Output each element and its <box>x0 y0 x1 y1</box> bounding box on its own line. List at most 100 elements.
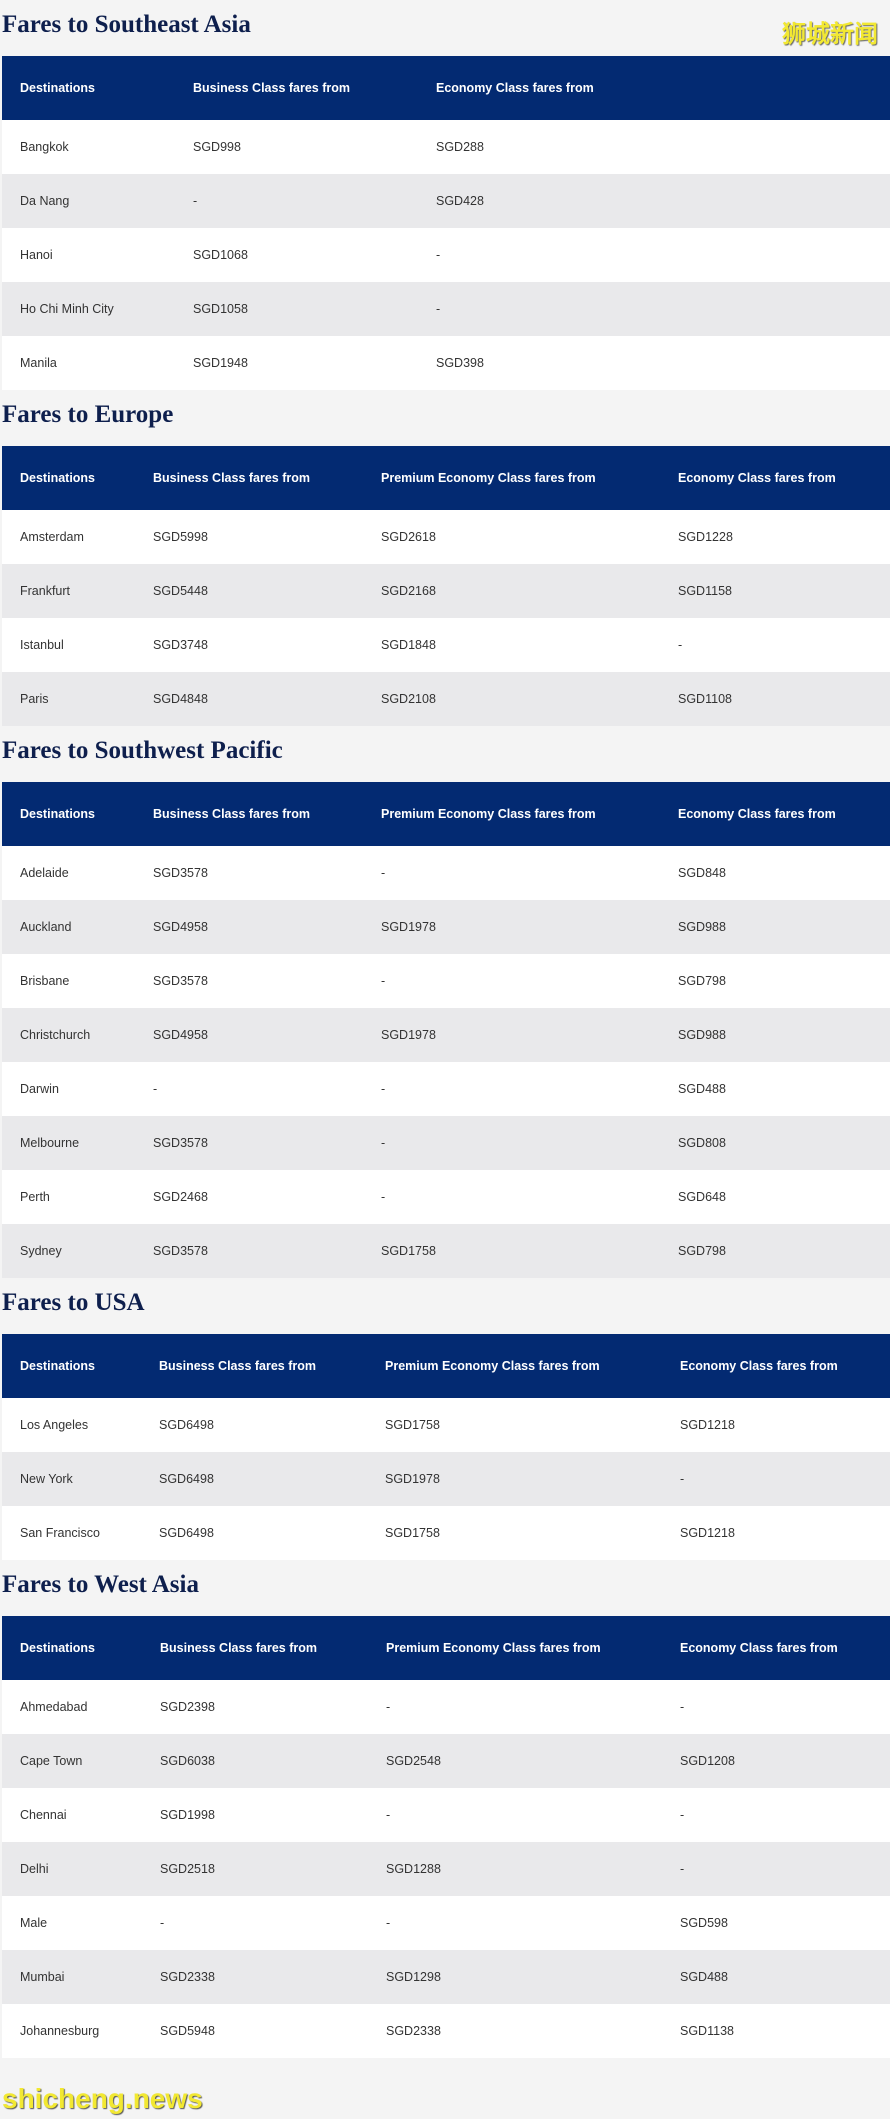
column-header-premium-economy: Premium Economy Class fares from <box>386 1641 601 1655</box>
fare-link[interactable]: SGD6498 <box>159 1526 214 1540</box>
column-header-business: Business Class fares from <box>159 1359 317 1373</box>
fare-link[interactable]: SGD488 <box>678 1082 726 1096</box>
fare-link[interactable]: SGD3578 <box>153 1136 208 1150</box>
destination-cell: Perth <box>20 1190 50 1204</box>
fare-link[interactable]: SGD288 <box>436 140 484 154</box>
fare-link[interactable]: SGD1978 <box>385 1472 440 1486</box>
fare-link[interactable]: SGD5448 <box>153 584 208 598</box>
fare-link[interactable]: SGD1758 <box>385 1418 440 1432</box>
fare-link[interactable]: SGD3578 <box>153 974 208 988</box>
fare-link[interactable]: SGD988 <box>678 1028 726 1042</box>
destination-cell: Mumbai <box>20 1970 65 1984</box>
fare-link[interactable]: SGD1978 <box>381 920 436 934</box>
fare-link[interactable]: SGD648 <box>678 1190 726 1204</box>
fare-link[interactable]: SGD798 <box>678 1244 726 1258</box>
fare-link[interactable]: SGD2398 <box>160 1700 215 1714</box>
section-europe: Fares to Europe Destinations Business Cl… <box>0 390 890 726</box>
destination-cell: Auckland <box>20 920 72 934</box>
fare-link[interactable]: SGD2548 <box>386 1754 441 1768</box>
fare-link[interactable]: SGD2168 <box>381 584 436 598</box>
fare-link[interactable]: SGD6038 <box>160 1754 215 1768</box>
fare-link[interactable]: SGD1758 <box>381 1244 436 1258</box>
fare-link[interactable]: SGD1848 <box>381 638 436 652</box>
fare-link[interactable]: SGD1158 <box>678 584 732 598</box>
section-southwest-pacific: Fares to Southwest Pacific Destinations … <box>0 726 890 1278</box>
fare-link[interactable]: SGD1208 <box>680 1754 735 1768</box>
fare-link[interactable]: SGD1058 <box>193 302 248 316</box>
fare-link[interactable]: SGD988 <box>678 920 726 934</box>
fare-link[interactable]: SGD428 <box>436 194 484 208</box>
table-row: Chennai SGD1998 - - <box>2 1788 890 1842</box>
column-header-economy: Economy Class fares from <box>680 1641 838 1655</box>
no-fare-cell: - <box>436 302 441 316</box>
fare-link[interactable]: SGD5948 <box>160 2024 215 2038</box>
no-fare-cell: - <box>381 1082 386 1096</box>
fare-link[interactable]: SGD1108 <box>678 692 732 706</box>
table-row: Auckland SGD4958 SGD1978 SGD988 <box>2 900 890 954</box>
fare-link[interactable]: SGD2618 <box>381 530 436 544</box>
fare-link[interactable]: SGD488 <box>680 1970 728 1984</box>
destination-cell: Ahmedabad <box>20 1700 88 1714</box>
fare-link[interactable]: SGD1228 <box>678 530 733 544</box>
fare-link[interactable]: SGD2108 <box>381 692 436 706</box>
fare-link[interactable]: SGD3748 <box>153 638 208 652</box>
fare-link[interactable]: SGD6498 <box>159 1418 214 1432</box>
fare-link[interactable]: SGD5998 <box>153 530 208 544</box>
table-row: Male - - SGD598 <box>2 1896 890 1950</box>
fare-link[interactable]: SGD848 <box>678 866 726 880</box>
fare-link[interactable]: SGD1298 <box>386 1970 441 1984</box>
fare-link[interactable]: SGD1948 <box>193 356 248 370</box>
fare-link[interactable]: SGD6498 <box>159 1472 214 1486</box>
column-header-destinations: Destinations <box>20 81 96 95</box>
fare-link[interactable]: SGD1218 <box>680 1418 735 1432</box>
table-row: Johannesburg SGD5948 SGD2338 SGD1138 <box>2 2004 890 2058</box>
fare-link[interactable]: SGD1998 <box>160 1808 215 1822</box>
fare-link[interactable]: SGD1758 <box>385 1526 440 1540</box>
section-southeast-asia: Fares to Southeast Asia Destinations Bus… <box>0 0 890 390</box>
column-header-economy: Economy Class fares from <box>436 81 594 95</box>
table-row: Da Nang - SGD428 <box>2 174 890 228</box>
fare-link[interactable]: SGD808 <box>678 1136 726 1150</box>
destination-cell: Male <box>20 1916 48 1930</box>
table-row: Adelaide SGD3578 - SGD848 <box>2 846 890 900</box>
destination-cell: Ho Chi Minh City <box>20 302 114 316</box>
fare-link[interactable]: SGD2468 <box>153 1190 208 1204</box>
fare-link[interactable]: SGD1218 <box>680 1526 735 1540</box>
destination-cell: Amsterdam <box>20 530 84 544</box>
fare-link[interactable]: SGD4958 <box>153 1028 208 1042</box>
fare-link[interactable]: SGD3578 <box>153 866 208 880</box>
destination-cell: Paris <box>20 692 49 706</box>
fare-link[interactable]: SGD2338 <box>160 1970 215 1984</box>
table-row: Perth SGD2468 - SGD648 <box>2 1170 890 1224</box>
fare-link[interactable]: SGD398 <box>436 356 484 370</box>
fares-page: Fares to Southeast Asia Destinations Bus… <box>0 0 890 2058</box>
fare-link[interactable]: SGD3578 <box>153 1244 208 1258</box>
destination-cell: Melbourne <box>20 1136 80 1150</box>
fare-link[interactable]: SGD2518 <box>160 1862 215 1876</box>
fare-link[interactable]: SGD2338 <box>386 2024 441 2038</box>
fares-table: Destinations Business Class fares from P… <box>2 1616 890 2058</box>
no-fare-cell: - <box>386 1916 391 1930</box>
fare-link[interactable]: SGD1068 <box>193 248 248 262</box>
fare-link[interactable]: SGD1978 <box>381 1028 436 1042</box>
section-title: Fares to Europe <box>0 390 890 446</box>
table-row: Paris SGD4848 SGD2108 SGD1108 <box>2 672 890 726</box>
no-fare-cell: - <box>381 974 386 988</box>
table-row: Los Angeles SGD6498 SGD1758 SGD1218 <box>2 1398 890 1452</box>
column-header-economy: Economy Class fares from <box>678 471 836 485</box>
fare-link[interactable]: SGD598 <box>680 1916 728 1930</box>
table-row: Delhi SGD2518 SGD1288 - <box>2 1842 890 1896</box>
column-header-destinations: Destinations <box>20 1359 96 1373</box>
destination-cell: Delhi <box>20 1862 49 1876</box>
fare-link[interactable]: SGD1288 <box>386 1862 441 1876</box>
table-row: Sydney SGD3578 SGD1758 SGD798 <box>2 1224 890 1278</box>
no-fare-cell: - <box>680 1862 685 1876</box>
fare-link[interactable]: SGD4848 <box>153 692 208 706</box>
fare-link[interactable]: SGD1138 <box>680 2024 734 2038</box>
fare-link[interactable]: SGD798 <box>678 974 726 988</box>
fares-table: Destinations Business Class fares from E… <box>2 56 890 390</box>
destination-cell: Sydney <box>20 1244 62 1258</box>
section-usa: Fares to USA Destinations Business Class… <box>0 1278 890 1560</box>
fare-link[interactable]: SGD4958 <box>153 920 208 934</box>
fare-link[interactable]: SGD998 <box>193 140 241 154</box>
